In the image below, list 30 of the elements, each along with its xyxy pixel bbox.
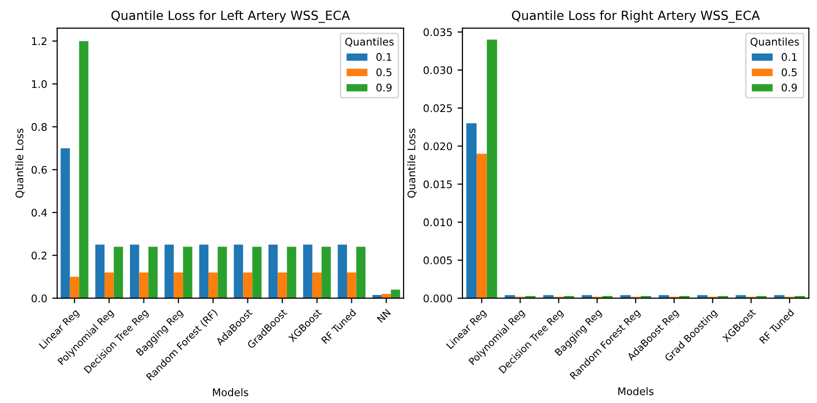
y-tick-label: 0.025: [424, 104, 452, 112]
y-tick-label: 0.000: [424, 294, 452, 302]
y-tick-label: 0.035: [424, 28, 452, 36]
x-axis-title: Models: [213, 388, 248, 396]
y-tick-label: 1.0: [32, 80, 47, 88]
y-tick-label: 0.010: [424, 218, 452, 226]
x-axis-title: Models: [618, 387, 654, 396]
legend-label: 0.5: [782, 68, 797, 76]
y-tick-label: 0.0: [32, 294, 47, 302]
legend-label: 0.5: [376, 68, 392, 76]
legend-label: 0.1: [782, 53, 797, 61]
x-tick-label: NN: [376, 308, 391, 323]
legend-label: 0.9: [376, 84, 392, 92]
y-tick-label: 0.6: [32, 166, 47, 174]
legend-label: 0.9: [782, 84, 797, 92]
legend-title: Quantiles: [345, 38, 394, 47]
legend-label: 0.1: [376, 53, 392, 61]
legend-title: Quantiles: [750, 38, 799, 47]
y-tick-label: 0.005: [424, 256, 452, 264]
y-tick-label: 0.030: [424, 66, 452, 74]
y-tick-label: 0.2: [32, 252, 46, 260]
y-tick-label: 0.020: [424, 142, 452, 150]
y-tick-label: 0.8: [32, 123, 47, 131]
y-tick-label: 0.015: [424, 180, 452, 188]
y-tick-label: 0.4: [32, 208, 47, 217]
chart-title: Quantile Loss for Left Artery WSS_ECA: [111, 10, 350, 23]
y-tick-label: 1.2: [32, 37, 46, 46]
y-axis-title: Quantile Loss: [407, 128, 417, 198]
chart-title: Quantile Loss for Right Artery WSS_ECA: [512, 10, 760, 23]
y-axis-title: Quantile Loss: [15, 128, 25, 198]
